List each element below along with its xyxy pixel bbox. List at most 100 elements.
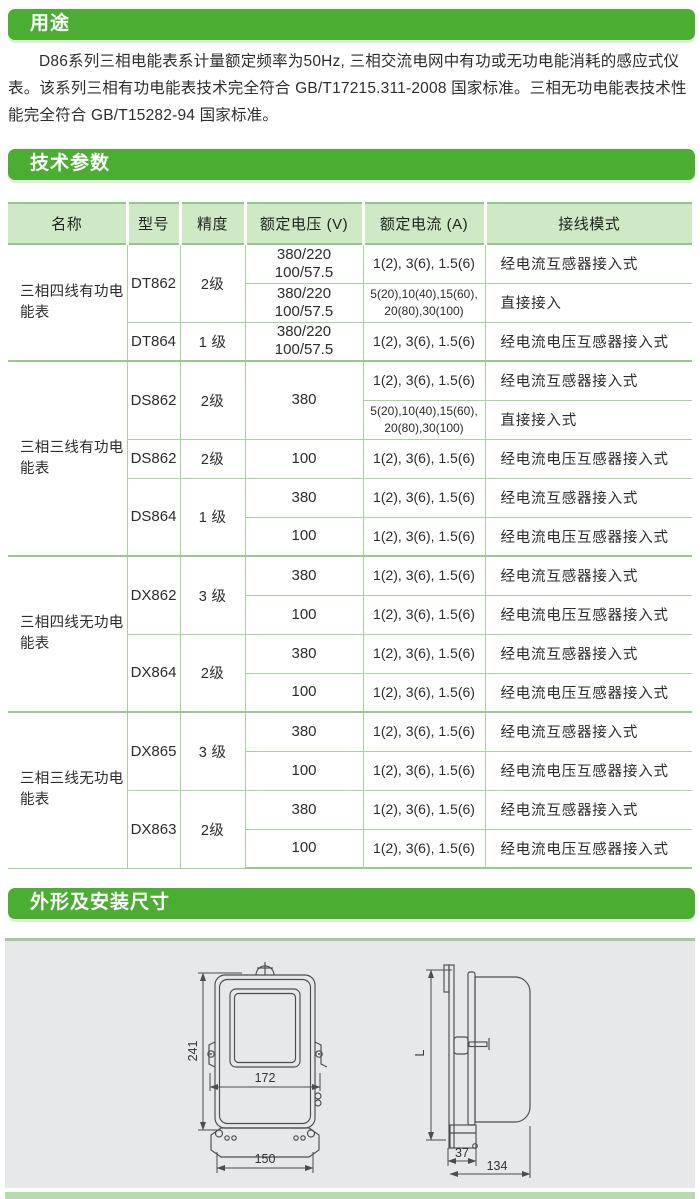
table-row: 100 1(2), 3(6), 1.5(6) 经电流电压互感器接入式 [8, 594, 692, 635]
cell-model: DX864 [126, 633, 181, 713]
cell-wiring: 经电流互感器接入式 [484, 477, 692, 518]
cell-group-name: 三相四线无功电能表 [8, 555, 128, 713]
table-row: 5(20),10(40),15(60), 20(80),30(100) 直接接入… [8, 399, 692, 440]
cell-voltage: 100 [244, 750, 364, 791]
cell-accuracy: 2级 [179, 438, 246, 479]
cell-wiring: 经电流互感器接入式 [484, 633, 692, 674]
cell-wiring: 经电流互感器接入式 [484, 555, 692, 596]
table-row: 三相四线无功电能表 DX862 3 级 380 1(2), 3(6), 1.5(… [8, 555, 692, 713]
dim-label-height: 241 [186, 1041, 200, 1062]
front-view-drawing: 241 172 150 [186, 962, 328, 1173]
cell-wiring: 经电流电压互感器接入式 [484, 321, 692, 362]
cell-current: 1(2), 3(6), 1.5(6) [362, 750, 486, 791]
cell-model: DS862 [126, 438, 181, 479]
intro-paragraph: D86系列三相电能表系计量额定频率为50Hz, 三相交流电网中有功或无功电能消耗… [8, 53, 687, 124]
cell-accuracy: 2级 [179, 360, 246, 440]
terminal-side [449, 1124, 477, 1149]
cell-current: 5(20),10(40),15(60), 20(80),30(100) [362, 399, 486, 440]
cell-wiring: 直接接入 [484, 282, 692, 323]
cell-voltage: 380/220 100/57.5 [244, 321, 364, 362]
cell-accuracy: 2级 [179, 243, 246, 323]
cell-wiring: 经电流互感器接入式 [484, 711, 692, 752]
cell-voltage: 100 [244, 438, 364, 479]
cell-current: 1(2), 3(6), 1.5(6) [362, 555, 486, 596]
cell-group-name: 三相三线无功电能表 [8, 711, 128, 869]
hook-bracket [443, 964, 450, 993]
col-header-model: 型号 [125, 202, 182, 245]
cell-wiring: 经电流电压互感器接入式 [484, 672, 692, 713]
table-row: DS862 2级 100 1(2), 3(6), 1.5(6) 经电流电压互感器… [8, 438, 692, 479]
cell-accuracy: 2级 [179, 789, 246, 869]
table-row: 100 1(2), 3(6), 1.5(6) 经电流电压互感器接入式 [8, 828, 692, 869]
table-row: 三相四线有功电能表 DT862 2级 380/220 100/57.5 1(2)… [8, 243, 692, 362]
cell-model: DS862 [126, 360, 181, 440]
col-header-voltage: 额定电压 (V) [243, 202, 365, 245]
cell-voltage: 380 [244, 360, 364, 440]
dim-label-L: L [413, 1049, 427, 1056]
cell-wiring: 经电流电压互感器接入式 [484, 750, 692, 791]
cell-wiring: 经电流电压互感器接入式 [484, 516, 692, 557]
dimensions-panel: 241 172 150 [5, 938, 695, 1188]
cell-current: 1(2), 3(6), 1.5(6) [362, 360, 486, 401]
meter-window [229, 988, 301, 1068]
side-view-drawing: L 37 134 [413, 964, 531, 1178]
spec-table: 名称 型号 精度 额定电压 (V) 额定电流 (A) 接线模式 三相四线有功电能… [8, 202, 692, 869]
cell-current: 1(2), 3(6), 1.5(6) [362, 789, 486, 830]
cell-voltage: 380/220 100/57.5 [244, 243, 364, 284]
col-header-accuracy: 精度 [178, 202, 247, 245]
cell-voltage: 380 [244, 789, 364, 830]
cell-accuracy: 3 级 [179, 711, 246, 791]
cell-wiring: 直接接入式 [484, 399, 692, 440]
dim-label-depth-total: 134 [487, 1159, 508, 1173]
cell-current: 1(2), 3(6), 1.5(6) [362, 633, 486, 674]
dim-label-depth-small: 37 [455, 1146, 469, 1160]
cell-model: DT864 [126, 321, 181, 362]
cell-wiring: 经电流互感器接入式 [484, 243, 692, 284]
cell-current: 1(2), 3(6), 1.5(6) [362, 711, 486, 752]
cell-current: 1(2), 3(6), 1.5(6) [362, 477, 486, 518]
cell-accuracy: 1 级 [179, 477, 246, 557]
cell-current: 1(2), 3(6), 1.5(6) [362, 672, 486, 713]
cell-current: 5(20),10(40),15(60), 20(80),30(100) [362, 282, 486, 323]
section-header-dimensions: 外形及安装尺寸 [8, 888, 695, 919]
table-row: 380/220 100/57.5 5(20),10(40),15(60), 20… [8, 282, 692, 323]
dim-label-width: 172 [255, 1071, 276, 1085]
cell-accuracy: 1 级 [179, 321, 246, 362]
table-header-row: 名称 型号 精度 额定电压 (V) 额定电流 (A) 接线模式 [8, 202, 692, 245]
table-row: 100 1(2), 3(6), 1.5(6) 经电流电压互感器接入式 [8, 516, 692, 557]
cell-current: 1(2), 3(6), 1.5(6) [362, 243, 486, 284]
cell-accuracy: 2级 [179, 633, 246, 713]
cell-wiring: 经电流互感器接入式 [484, 789, 692, 830]
cell-model: DX862 [126, 555, 181, 635]
cell-wiring: 经电流电压互感器接入式 [484, 828, 692, 869]
table-row: DS864 1 级 380 1(2), 3(6), 1.5(6) 经电流互感器接… [8, 477, 692, 557]
cell-voltage: 100 [244, 828, 364, 869]
col-header-wiring: 接线模式 [483, 202, 692, 245]
table-row: 三相三线无功电能表 DX865 3 级 380 1(2), 3(6), 1.5(… [8, 711, 692, 869]
cell-model: DT862 [126, 243, 181, 323]
section-header-usage: 用途 [8, 9, 695, 40]
cell-current: 1(2), 3(6), 1.5(6) [362, 321, 486, 362]
col-header-name: 名称 [8, 202, 129, 245]
cell-model: DS864 [126, 477, 181, 557]
mounting-plate [448, 964, 455, 1149]
cell-model: DX865 [126, 711, 181, 791]
cell-wiring: 经电流电压互感器接入式 [484, 438, 692, 479]
cell-current: 1(2), 3(6), 1.5(6) [362, 516, 486, 557]
cell-model: DX863 [126, 789, 181, 869]
cell-voltage: 380 [244, 711, 364, 752]
section-header-tech-params: 技术参数 [8, 149, 695, 180]
meter-body-side [474, 976, 531, 1123]
cell-voltage: 100 [244, 516, 364, 557]
bottom-green-strip [5, 1192, 695, 1199]
cell-voltage: 100 [244, 672, 364, 713]
cell-group-name: 三相三线有功电能表 [8, 360, 128, 557]
cell-accuracy: 3 级 [179, 555, 246, 635]
dim-label-bottom-width: 150 [255, 1152, 276, 1166]
cell-wiring: 经电流电压互感器接入式 [484, 594, 692, 635]
cell-voltage: 380/220 100/57.5 [244, 282, 364, 323]
cell-current: 1(2), 3(6), 1.5(6) [362, 828, 486, 869]
table-row: 三相三线有功电能表 DS862 2级 380 1(2), 3(6), 1.5(6… [8, 360, 692, 557]
dimension-drawings: 241 172 150 [186, 962, 531, 1178]
